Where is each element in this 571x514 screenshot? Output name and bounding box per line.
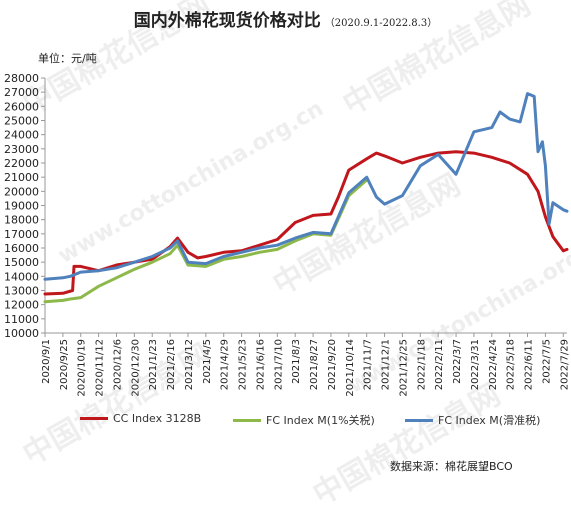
x-tick-label: 2022/6/11 bbox=[524, 339, 535, 390]
chart-title: 国内外棉花现货价格对比 （2020.9.1-2022.8.3） bbox=[0, 6, 571, 31]
x-tick-label: 2021/4/29 bbox=[220, 339, 231, 390]
y-tick-label: 20000 bbox=[4, 185, 39, 198]
x-tick-label: 2021/7/10 bbox=[273, 339, 284, 390]
x-tick-label: 2021/5/23 bbox=[238, 339, 249, 390]
y-tick-label: 22000 bbox=[4, 157, 39, 170]
unit-label: 单位：元/吨 bbox=[38, 52, 97, 65]
x-tick-label: 2020/12/6 bbox=[112, 339, 123, 390]
y-tick-label: 18000 bbox=[4, 214, 39, 227]
chart-subtitle: （2020.9.1-2022.8.3） bbox=[324, 18, 438, 29]
x-tick-label: 2022/3/7 bbox=[452, 339, 463, 384]
legend-label: FC Index M(1%关税) bbox=[266, 414, 375, 427]
chart-title-text: 国内外棉花现货价格对比 bbox=[133, 11, 321, 31]
y-tick-label: 25000 bbox=[4, 115, 39, 128]
x-tick-label: 2021/9/20 bbox=[327, 339, 338, 390]
x-tick-label: 2020/11/12 bbox=[95, 339, 106, 397]
y-tick-label: 23000 bbox=[4, 143, 39, 156]
y-tick-label: 28000 bbox=[4, 72, 39, 85]
y-tick-label: 27000 bbox=[4, 86, 39, 99]
legend-item-fc-sliding: FC Index M(滑准税) bbox=[405, 412, 540, 428]
x-tick-label: 2022/7/29 bbox=[559, 339, 570, 390]
x-tick-label: 2022/7/5 bbox=[541, 339, 552, 384]
y-tick-label: 12000 bbox=[4, 299, 39, 312]
legend-label: FC Index M(滑准税) bbox=[438, 414, 541, 427]
x-tick-label: 2022/5/18 bbox=[506, 339, 517, 390]
y-tick-label: 21000 bbox=[4, 171, 39, 184]
y-tick-label: 19000 bbox=[4, 200, 39, 213]
x-tick-label: 2021/3/12 bbox=[184, 339, 195, 390]
x-tick-label: 2021/8/27 bbox=[309, 339, 320, 390]
chart-series bbox=[43, 92, 569, 304]
y-tick-label: 14000 bbox=[4, 270, 39, 283]
y-tick-label: 10000 bbox=[4, 327, 39, 340]
x-tick-label: 2021/2/16 bbox=[166, 339, 177, 390]
x-tick-label: 2021/6/16 bbox=[255, 339, 266, 390]
x-tick-label: 2021/4/5 bbox=[202, 339, 213, 384]
series-line-3 bbox=[43, 92, 569, 281]
y-tick-label: 17000 bbox=[4, 228, 39, 241]
y-tick-label: 13000 bbox=[4, 285, 39, 298]
legend-swatch bbox=[405, 418, 433, 422]
legend-label: CC Index 3128B bbox=[113, 412, 202, 425]
source-note: 数据来源：棉花展望BCO bbox=[390, 460, 513, 473]
x-tick-label: 2020/9/25 bbox=[59, 339, 70, 390]
x-tick-label: 2022/1/18 bbox=[416, 339, 427, 390]
y-tick-label: 24000 bbox=[4, 129, 39, 142]
y-tick-label: 26000 bbox=[4, 100, 39, 113]
y-tick-label: 11000 bbox=[4, 313, 39, 326]
x-tick-label: 2022/4/24 bbox=[488, 339, 499, 390]
x-tick-label: 2021/8/3 bbox=[291, 339, 302, 384]
x-tick-label: 2020/10/19 bbox=[77, 339, 88, 397]
x-tick-label: 2021/11/7 bbox=[363, 339, 374, 390]
x-tick-label: 2022/2/11 bbox=[434, 339, 445, 390]
x-tick-label: 2021/1/23 bbox=[148, 339, 159, 390]
x-tick-label: 2020/12/30 bbox=[130, 339, 141, 397]
x-tick-label: 2021/10/14 bbox=[345, 339, 356, 397]
x-tick-label: 2021/12/1 bbox=[381, 339, 392, 390]
y-tick-label: 16000 bbox=[4, 242, 39, 255]
legend-swatch bbox=[80, 417, 108, 420]
chart-axes bbox=[44, 78, 567, 334]
x-tick-label: 2022/3/31 bbox=[470, 339, 481, 390]
y-tick-label: 15000 bbox=[4, 256, 39, 269]
series-line-2 bbox=[43, 178, 369, 304]
legend-item-fc-1pct: FC Index M(1%关税) bbox=[233, 412, 375, 428]
series-line-1 bbox=[43, 150, 569, 296]
x-tick-label: 2021/12/25 bbox=[398, 339, 409, 397]
chart-legend: CC Index 3128B FC Index M(1%关税) FC Index… bbox=[0, 412, 571, 432]
legend-item-cc-index: CC Index 3128B bbox=[80, 412, 201, 425]
x-tick-label: 2020/9/1 bbox=[41, 339, 52, 384]
legend-swatch bbox=[233, 418, 261, 422]
